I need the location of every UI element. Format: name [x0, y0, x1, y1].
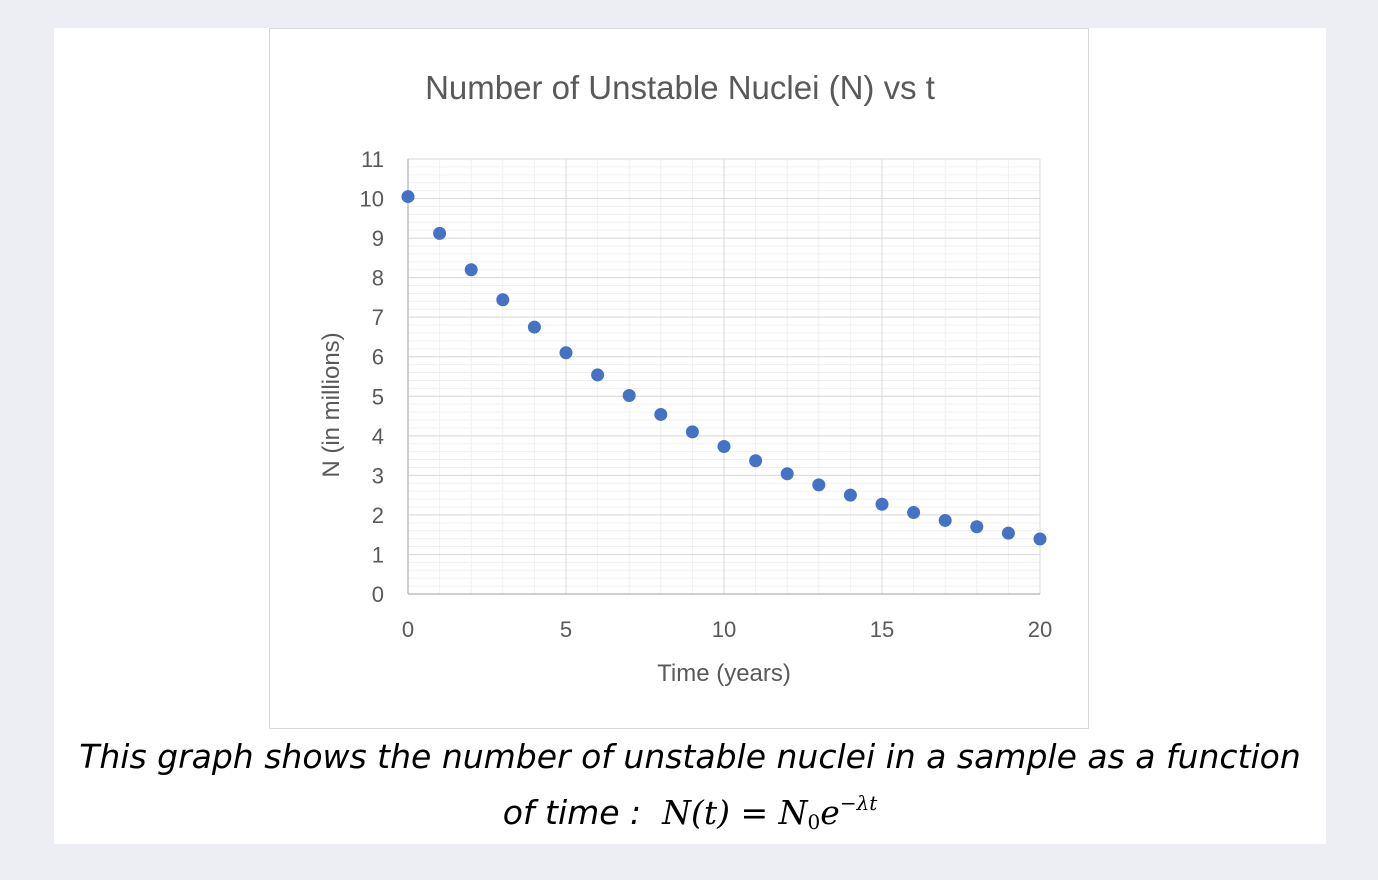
- formula-exponent: −λt: [839, 791, 878, 815]
- data-point: [749, 454, 763, 468]
- scatter-chart: Number of Unstable Nuclei (N) vs t 0 1 2 3 4…: [318, 69, 1052, 687]
- caption-line-1: This graph shows the number of unstable …: [79, 737, 1301, 776]
- x-tick-label: 0: [402, 617, 414, 642]
- data-point: [907, 506, 921, 520]
- y-tick-label: 9: [372, 226, 384, 251]
- data-point: [812, 478, 826, 492]
- y-tick-label: 4: [372, 424, 384, 449]
- y-tick-label: 1: [372, 542, 384, 567]
- x-tick-label: 5: [560, 617, 572, 642]
- y-axis-label: N (in millions): [318, 332, 345, 477]
- data-point: [496, 293, 510, 307]
- chart-area: Number of Unstable Nuclei (N) vs t 0 1 2 3 4…: [269, 28, 1089, 729]
- data-point: [685, 425, 699, 439]
- data-point: [654, 407, 668, 421]
- data-point: [717, 439, 731, 453]
- formula-subscript: 0: [807, 810, 821, 834]
- y-tick-label: 5: [372, 384, 384, 409]
- data-point: [527, 320, 541, 334]
- data-points: [401, 190, 1047, 546]
- figure-caption: This graph shows the number of unstable …: [54, 734, 1326, 845]
- caption-prefix: of time :: [502, 793, 642, 832]
- y-tick-label: 8: [372, 266, 384, 291]
- data-point: [1001, 526, 1015, 540]
- data-point: [780, 467, 794, 481]
- x-tick-labels: 0 5 10 15 20: [402, 617, 1052, 642]
- formula-e: e: [820, 793, 840, 832]
- data-point: [970, 520, 984, 534]
- x-tick-label: 20: [1028, 617, 1052, 642]
- y-tick-label: 6: [372, 345, 384, 370]
- data-point: [591, 368, 605, 382]
- data-point: [1033, 532, 1047, 546]
- axes: [407, 159, 1040, 595]
- data-point: [938, 513, 952, 527]
- data-point: [622, 388, 636, 402]
- data-point: [464, 263, 478, 277]
- data-point: [433, 226, 447, 240]
- data-point: [843, 488, 857, 502]
- y-tick-label: 10: [360, 187, 384, 212]
- y-tick-label: 7: [372, 305, 384, 330]
- caption-line-2: of time : N(t) = N0e−λt: [54, 780, 1326, 845]
- formula-lhs: N(t) =: [662, 793, 779, 832]
- y-tick-label: 11: [361, 147, 384, 172]
- formula-n: N: [778, 793, 808, 832]
- y-tick-label: 2: [372, 503, 384, 528]
- x-axis-label: Time (years): [657, 660, 791, 687]
- chart-title: Number of Unstable Nuclei (N) vs t: [425, 69, 935, 106]
- data-point: [401, 190, 415, 204]
- y-tick-labels: 0 1 2 3 4 5 6 7 8 9 10 11: [360, 147, 384, 607]
- y-tick-label: 0: [372, 582, 384, 607]
- x-tick-label: 15: [870, 617, 894, 642]
- data-point: [559, 346, 573, 360]
- y-tick-label: 3: [372, 463, 384, 488]
- decay-formula: N(t) = N0e−λt: [662, 791, 878, 834]
- x-tick-label: 10: [712, 617, 736, 642]
- data-point: [875, 497, 889, 511]
